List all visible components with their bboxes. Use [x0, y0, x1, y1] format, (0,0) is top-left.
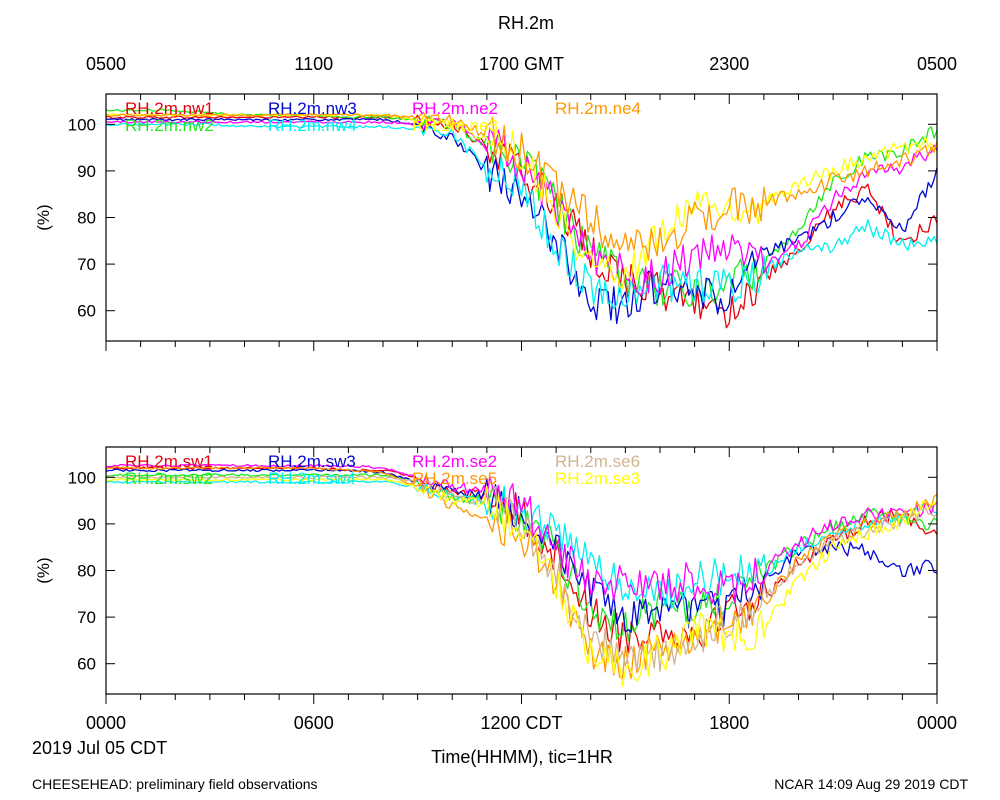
- series-line-rh-2m-sw2: [105, 473, 938, 642]
- y-tick-label: 90: [77, 515, 96, 534]
- series-line-rh-2m-se5: [105, 466, 938, 680]
- y-tick-label: 100: [68, 468, 96, 487]
- y-tick-label: 80: [77, 562, 96, 581]
- y-tick-label: 100: [68, 115, 96, 134]
- footer-right: NCAR 14:09 Aug 29 2019 CDT: [774, 776, 968, 792]
- bottom-x-tick-label: 1800: [709, 713, 749, 733]
- series-line-rh-2m-sw4: [105, 480, 938, 609]
- series-line-rh-2m-ne2: [105, 118, 938, 296]
- legend-entry-rh-2m-se2: RH.2m.se2: [412, 452, 497, 471]
- bottom-x-tick-label: 0000: [917, 713, 957, 733]
- y-tick-label: 90: [77, 162, 96, 181]
- plot-frame: [105, 93, 938, 342]
- legend-entry-rh-2m-sw1: RH.2m.sw1: [125, 452, 213, 471]
- legend-entry-rh-2m-nw2: RH.2m.nw2: [125, 116, 214, 135]
- legend-entry-rh-2m-sw3: RH.2m.sw3: [268, 452, 356, 471]
- y-axis-label: (%): [34, 557, 53, 583]
- series-line-rh-2m-nw3: [105, 117, 938, 325]
- top-x-tick-label: 1700 GMT: [479, 54, 564, 74]
- bottom-x-tick-label: 0600: [294, 713, 334, 733]
- figure-title: RH.2m: [498, 13, 554, 33]
- legend-entry-rh-2m-ne4: RH.2m.ne4: [555, 99, 641, 118]
- y-tick-label: 80: [77, 209, 96, 228]
- series-line-rh-2m-sw1: [105, 466, 938, 655]
- legend-entry-rh-2m-sw2: RH.2m.sw2: [125, 469, 213, 488]
- series-line-rh-2m-nw1: [105, 114, 938, 329]
- series-line-rh-2m-se2: [106, 463, 938, 605]
- series-line-rh-2m-sw3: [105, 468, 938, 633]
- legend-entry-rh-2m-ne3: RH.2m.ne3: [412, 116, 498, 135]
- legend-entry-rh-2m-sw4: RH.2m.sw4: [268, 469, 356, 488]
- figure-text: RH.2m Time(HHMM), tic=1HR 2019 Jul 05 CD…: [32, 13, 968, 792]
- legend-entry-rh-2m-nw1: RH.2m.nw1: [125, 99, 214, 118]
- y-tick-label: 70: [77, 255, 96, 274]
- date-label: 2019 Jul 05 CDT: [32, 738, 167, 758]
- top-x-tick-label: 1100: [294, 54, 333, 74]
- legend-entry-rh-2m-se3: RH.2m.se3: [555, 469, 640, 488]
- y-tick-label: 60: [77, 302, 96, 321]
- y-tick-label: 60: [77, 655, 96, 674]
- bottom-x-tick-label: 0000: [86, 713, 126, 733]
- series-line-rh-2m-ne4: [105, 111, 938, 261]
- legend-entry-rh-2m-ne2: RH.2m.ne2: [412, 99, 498, 118]
- y-tick-label: 70: [77, 608, 96, 627]
- legend-entry-rh-2m-nw4: RH.2m.nw4: [268, 116, 357, 135]
- top-x-tick-label: 2300: [709, 54, 749, 74]
- bottom-x-tick-label: 1200 CDT: [480, 713, 562, 733]
- series-line-rh-2m-nw4: [105, 122, 938, 310]
- legend-entry-rh-2m-se5: RH.2m.se5: [412, 469, 497, 488]
- series-line-rh-2m-se6: [105, 475, 938, 672]
- x-axis-label: Time(HHMM), tic=1HR: [431, 747, 613, 767]
- legend-entry-rh-2m-nw3: RH.2m.nw3: [268, 99, 357, 118]
- top-x-tick-label: 0500: [86, 54, 126, 74]
- top-x-tick-label: 0500: [917, 54, 957, 74]
- series-line-rh-2m-se3: [105, 477, 938, 687]
- y-axis-label: (%): [34, 204, 53, 230]
- legend-entry-rh-2m-se6: RH.2m.se6: [555, 452, 640, 471]
- plot-frame: [105, 446, 938, 695]
- footer-left: CHEESEHEAD: preliminary field observatio…: [32, 776, 318, 792]
